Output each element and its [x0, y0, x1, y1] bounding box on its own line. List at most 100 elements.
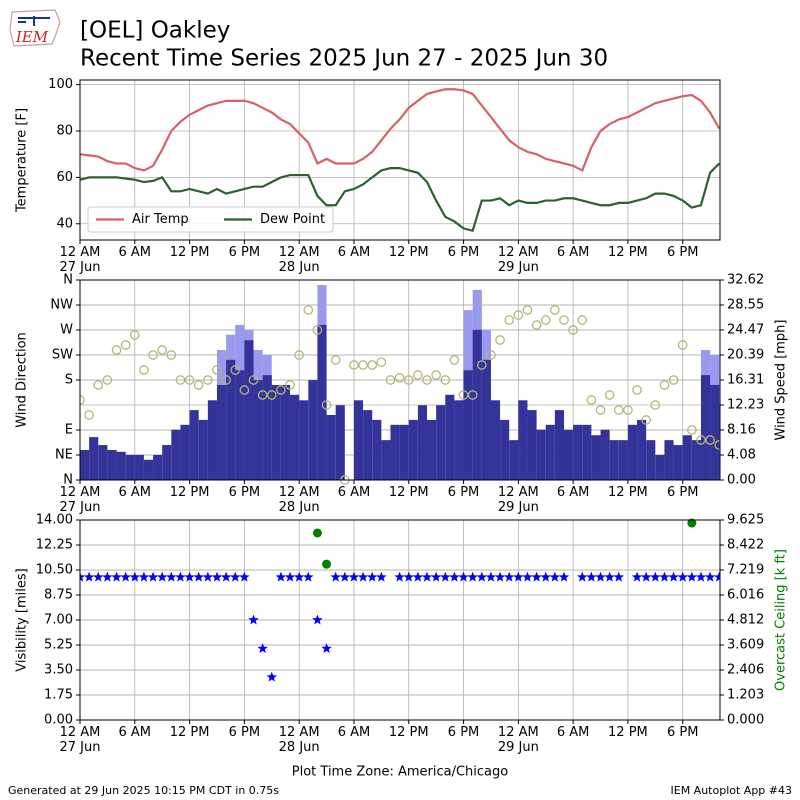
x-tick-label: 6 AM — [556, 725, 590, 740]
bar — [308, 380, 318, 480]
star-marker — [138, 571, 150, 582]
star-marker — [595, 571, 606, 582]
bar — [573, 424, 583, 480]
x-tick-label: 6 PM — [447, 725, 480, 740]
marker — [157, 345, 168, 355]
bar — [436, 405, 446, 480]
marker — [440, 375, 451, 385]
x-tick-label: 12 PM — [169, 725, 210, 740]
y-tick-label: 1.75 — [44, 688, 73, 703]
marker — [422, 375, 432, 385]
bar — [125, 454, 135, 480]
panel: 40 60 80 100 Temperature [F] Air Temp Dew Poin… — [15, 77, 721, 244]
y-tick-label: 0.00 — [44, 713, 73, 728]
marker — [687, 518, 697, 528]
star-marker — [613, 571, 625, 582]
x-tick-label: 12 AM 27 Jun — [59, 245, 101, 275]
y2-axis-label: Overcast Ceiling [k ft] — [774, 549, 789, 691]
y-tick-label: W — [60, 323, 73, 338]
marker — [276, 385, 286, 395]
x-tick-label: 12 AM 27 Jun — [59, 725, 101, 755]
marker — [696, 435, 706, 445]
star-marker — [257, 643, 268, 654]
bar — [591, 435, 601, 480]
bar — [226, 359, 236, 480]
y-tick-label: 14.00 — [36, 513, 73, 528]
star-marker — [166, 571, 177, 582]
marker — [604, 390, 615, 400]
star-marker — [120, 571, 131, 582]
y-tick-label: N — [63, 473, 73, 488]
marker — [403, 375, 414, 385]
bar — [481, 359, 491, 480]
marker — [559, 315, 569, 325]
marker — [367, 360, 378, 370]
y-tick-label: E — [65, 423, 73, 438]
bar — [235, 370, 245, 480]
bar — [153, 454, 163, 480]
marker — [540, 315, 551, 325]
bar — [162, 445, 172, 480]
bar — [198, 419, 208, 480]
star-marker — [668, 571, 679, 582]
y2-tick-label: 7.219 — [727, 562, 764, 577]
bar — [244, 340, 254, 480]
bar — [582, 424, 592, 480]
star-marker — [604, 571, 615, 582]
x-tick-label: 12 AM 28 Jun — [278, 725, 320, 755]
y-tick-label: 7.00 — [44, 613, 73, 628]
bar — [353, 400, 364, 480]
line — [80, 162, 720, 233]
marker — [495, 335, 505, 345]
footer-right: IEM Autoplot App #43 — [671, 784, 793, 797]
bar — [271, 384, 281, 480]
marker — [202, 375, 213, 385]
bar — [408, 419, 418, 480]
marker — [577, 315, 588, 325]
bar — [719, 405, 720, 480]
y-tick-label: 60 — [56, 170, 73, 185]
x-tick-label: 12 PM — [608, 485, 648, 500]
star-marker — [129, 571, 141, 582]
bar — [171, 429, 181, 480]
plot-frame — [79, 79, 721, 241]
y-tick-label: 12.25 — [36, 538, 73, 553]
x-tick-label: 12 PM — [608, 725, 648, 740]
plot-frame — [79, 279, 721, 481]
bar — [563, 429, 574, 480]
star-marker — [266, 671, 277, 682]
x-tick-label: 6 PM — [666, 245, 699, 260]
star-marker — [531, 571, 542, 582]
y-axis-label: Visibility [miles] — [15, 568, 30, 671]
y2-tick-label: 4.812 — [727, 613, 764, 628]
marker — [84, 410, 94, 420]
bar — [116, 451, 126, 480]
star-marker — [449, 571, 460, 582]
legend-label: Dew Point — [260, 212, 325, 227]
marker — [595, 405, 606, 415]
x-tick-label: 6 AM — [337, 245, 371, 260]
marker — [714, 440, 720, 450]
marker — [431, 370, 441, 380]
bar — [335, 405, 345, 480]
x-tick-label: 6 PM — [447, 245, 480, 260]
marker — [623, 405, 633, 415]
marker — [139, 365, 149, 375]
bar — [655, 454, 665, 480]
marker — [467, 390, 478, 400]
y-tick-label: 100 — [48, 77, 73, 92]
bar — [545, 424, 555, 480]
y2-tick-label: 24.47 — [727, 322, 764, 337]
star-marker — [440, 571, 451, 582]
x-tick-label: 6 AM — [118, 245, 152, 260]
bar — [673, 445, 683, 480]
logo-outline — [9, 9, 61, 47]
series-layer — [80, 285, 720, 485]
bar — [472, 329, 482, 480]
star-marker — [714, 571, 720, 582]
bar — [646, 440, 656, 480]
y2-tick-label: 9.625 — [727, 513, 764, 528]
bar — [262, 375, 272, 480]
marker — [568, 325, 578, 335]
